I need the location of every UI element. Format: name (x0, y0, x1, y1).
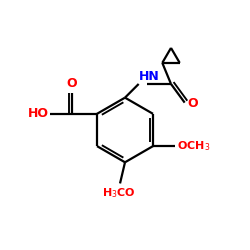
Text: HN: HN (139, 70, 160, 83)
Text: O: O (67, 77, 78, 90)
Text: HO: HO (28, 107, 48, 120)
Text: H$_3$CO: H$_3$CO (102, 186, 136, 200)
Text: OCH$_3$: OCH$_3$ (176, 139, 210, 153)
Text: O: O (188, 97, 198, 110)
